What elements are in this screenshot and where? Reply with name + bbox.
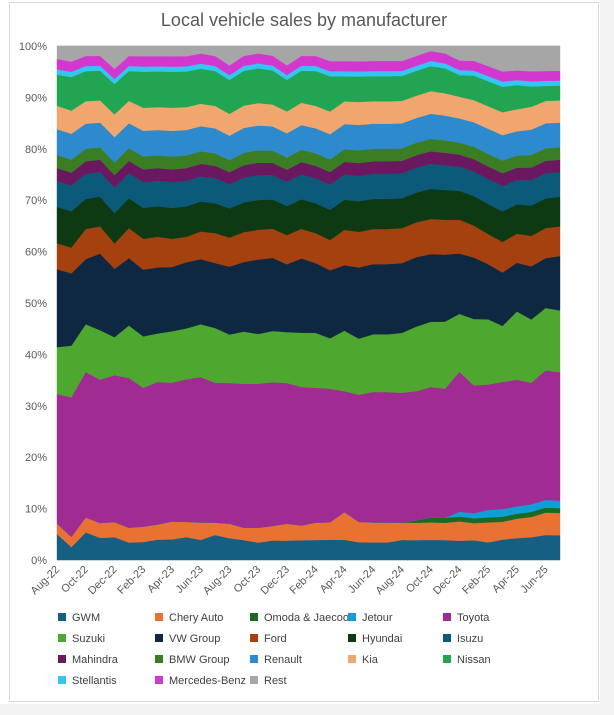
legend-item: Mercedes-Benz (155, 675, 246, 687)
legend-item: Suzuki (58, 633, 105, 645)
y-tick-label: 30% (25, 401, 47, 413)
legend-swatch (250, 655, 258, 663)
x-tick-label: Oct-24 (404, 564, 436, 596)
x-tick-label: Aug-23 (201, 564, 235, 598)
legend-label: Mahindra (72, 654, 118, 666)
legend-swatch (443, 655, 451, 663)
legend-label: Omoda & Jaecoo (264, 612, 349, 624)
x-tick-label: Feb-25 (460, 564, 493, 597)
legend-swatch (348, 655, 356, 663)
legend-swatch (58, 634, 66, 642)
chart-title: Local vehicle sales by manufacturer (160, 10, 448, 30)
y-tick-label: 90% (25, 92, 47, 104)
x-tick-label: Aug-22 (29, 564, 63, 598)
x-tick-label: Apr-24 (318, 564, 350, 596)
y-tick-label: 50% (25, 298, 47, 310)
legend-swatch (58, 655, 66, 663)
legend-item: VW Group (155, 633, 220, 645)
legend-label: Toyota (457, 612, 490, 624)
x-tick-label: Feb-23 (115, 564, 148, 597)
y-tick-label: 60% (25, 247, 47, 259)
legend-label: Rest (264, 675, 287, 687)
y-tick-label: 100% (19, 41, 47, 53)
x-tick-label: Aug-24 (373, 564, 407, 598)
x-tick-label: Apr-25 (490, 564, 522, 596)
legend-item: BMW Group (155, 654, 230, 666)
x-tick-label: Jun-25 (518, 564, 550, 596)
legend-item: GWM (58, 612, 100, 624)
legend-item: Stellantis (58, 675, 117, 687)
legend-swatch (348, 613, 356, 621)
legend-label: Chery Auto (169, 612, 224, 624)
window-edge-right (600, 0, 614, 715)
x-tick-label: Dec-22 (86, 564, 120, 598)
legend-label: Stellantis (72, 675, 117, 687)
legend-swatch (250, 613, 258, 621)
x-tick-label: Oct-22 (59, 564, 91, 596)
x-tick-label: Jun-24 (346, 564, 378, 596)
legend-label: Jetour (362, 612, 393, 624)
legend-item: Ford (250, 633, 287, 645)
x-tick-label: Apr-23 (145, 564, 177, 596)
legend-item: Toyota (443, 612, 489, 624)
legend-swatch (155, 634, 163, 642)
legend-item: Omoda & Jaecoo (250, 612, 349, 624)
legend-swatch (58, 676, 66, 684)
legend-item: Nissan (443, 654, 491, 666)
legend-item: Mahindra (58, 654, 118, 666)
legend-label: Ford (264, 633, 287, 645)
legend-label: Mercedes-Benz (169, 675, 247, 687)
legend-label: Kia (362, 654, 378, 666)
legend-label: Isuzu (457, 633, 484, 645)
x-axis-ticks: Aug-22Oct-22Dec-22Feb-23Apr-23Jun-23Aug-… (29, 564, 551, 598)
y-tick-label: 0% (31, 555, 47, 567)
legend-swatch (155, 613, 163, 621)
legend-label: Hyundai (362, 633, 403, 645)
legend-swatch (250, 634, 258, 642)
legend-label: Renault (264, 654, 302, 666)
y-tick-label: 70% (25, 195, 47, 207)
legend-swatch (443, 613, 451, 621)
legend-item: Chery Auto (155, 612, 223, 624)
x-tick-label: Dec-23 (258, 564, 292, 598)
x-tick-label: Feb-24 (288, 564, 321, 597)
legend-label: Nissan (457, 654, 491, 666)
area-series (56, 45, 561, 561)
legend-item: Rest (250, 675, 287, 687)
legend-swatch (58, 613, 66, 621)
legend-item: Hyundai (348, 633, 402, 645)
legend-item: Isuzu (443, 633, 483, 645)
x-tick-label: Oct-23 (231, 564, 263, 596)
y-tick-label: 40% (25, 349, 47, 361)
legend-item: Kia (348, 654, 378, 666)
window-edge-bottom (0, 704, 614, 715)
y-tick-label: 10% (25, 504, 47, 516)
y-axis-ticks: 0% 10% 20% 30% 40% 50% 60% 70% 80% 90% 100% (19, 41, 47, 567)
legend-item: Renault (250, 654, 302, 666)
y-tick-label: 80% (25, 144, 47, 156)
y-tick-label: 20% (25, 452, 47, 464)
legend-swatch (155, 655, 163, 663)
legend-label: GWM (72, 612, 101, 624)
legend-label: VW Group (169, 633, 221, 645)
legend-label: BMW Group (169, 654, 230, 666)
legend-swatch (348, 634, 356, 642)
legend-swatch (443, 634, 451, 642)
legend-swatch (155, 676, 163, 684)
legend-item: Jetour (348, 612, 393, 624)
x-tick-label: Dec-24 (431, 564, 465, 598)
legend-label: Suzuki (72, 633, 106, 645)
legend-swatch (250, 676, 258, 684)
x-tick-label: Jun-23 (174, 564, 206, 596)
area-rest (56, 45, 561, 72)
